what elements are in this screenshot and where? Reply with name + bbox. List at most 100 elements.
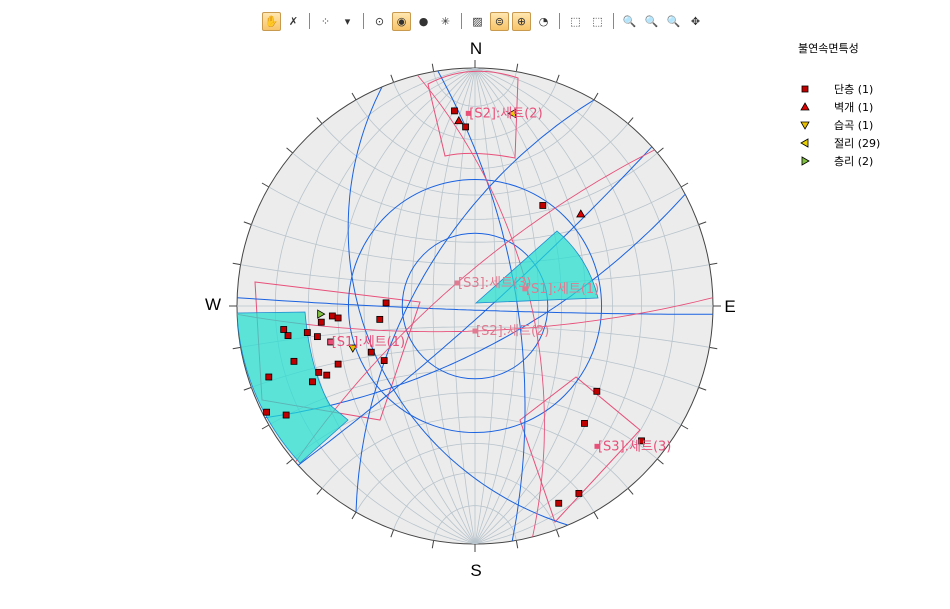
legend-item: 단층 (1) — [798, 80, 880, 98]
point-square[interactable] — [382, 299, 390, 307]
point-square[interactable] — [575, 490, 583, 497]
point-square[interactable] — [315, 368, 323, 376]
set-window-s2 — [427, 70, 519, 159]
point-square[interactable] — [290, 357, 298, 365]
pan-icon: ✥ — [690, 14, 701, 28]
point-square[interactable] — [367, 348, 375, 356]
tick-mark — [656, 458, 664, 465]
point-square[interactable] — [539, 202, 547, 209]
point-square[interactable] — [309, 378, 316, 386]
point-square[interactable] — [334, 360, 342, 368]
net-grid — [237, 68, 713, 544]
dropdown-arrow-icon: ▾ — [344, 14, 351, 28]
planes-tool-button[interactable]: ▨ — [468, 12, 487, 31]
point-triangle-left[interactable] — [800, 138, 809, 148]
tick-mark — [627, 487, 634, 495]
tick-mark — [232, 346, 241, 350]
point-triangle-right[interactable] — [801, 156, 810, 166]
tick-mark — [680, 182, 689, 188]
poles-plot-button[interactable]: ⊙ — [370, 12, 389, 31]
plane-great-circle — [264, 193, 686, 419]
zoom-in-button[interactable]: 🔍 — [642, 12, 661, 31]
poles-plot-icon: ⊙ — [374, 14, 385, 28]
set-label: [S1]:세트(1) — [526, 282, 599, 297]
set-pole-marker — [465, 110, 471, 116]
point-triangle-up[interactable] — [454, 115, 464, 125]
zoom-out-button[interactable]: 🔍 — [664, 12, 683, 31]
point-select-tool-button[interactable]: ⁘ — [316, 12, 335, 31]
kinematic-tool-button[interactable]: ◔ — [534, 12, 553, 31]
point-triangle-up[interactable] — [576, 209, 586, 218]
friction-cone — [347, 178, 603, 434]
point-square[interactable] — [265, 373, 273, 381]
point-square[interactable] — [638, 437, 645, 445]
tick-mark — [261, 182, 270, 188]
point-square[interactable] — [314, 333, 321, 341]
friction-cone — [401, 232, 549, 380]
point-triangle-up[interactable] — [800, 102, 810, 111]
kinematic-tool-icon: ◔ — [538, 14, 549, 28]
zoom-in-icon: 🔍 — [644, 14, 659, 28]
legend-label: 벽개 (1) — [834, 101, 874, 114]
perimeter-ticks — [229, 60, 721, 552]
crosshair-net-button[interactable]: ⊕ — [512, 11, 531, 31]
tick-mark — [316, 117, 323, 125]
label-select-button[interactable]: ⬚ — [566, 12, 585, 31]
tick-mark — [656, 147, 664, 154]
tick-mark — [390, 529, 395, 538]
triangle-down-marker-icon — [798, 120, 812, 130]
triangle-right-marker-icon — [798, 156, 812, 166]
tick-mark — [390, 74, 395, 83]
point-square[interactable] — [303, 329, 311, 336]
point-square[interactable] — [280, 326, 288, 333]
symbol-plot-button[interactable]: ◉ — [392, 11, 411, 31]
select-tool-button[interactable]: ✋ — [262, 11, 281, 31]
point-square[interactable] — [380, 357, 388, 364]
point-square[interactable] — [451, 107, 458, 115]
deselect-tool-button[interactable]: ✗ — [284, 12, 303, 31]
point-square[interactable] — [593, 387, 601, 395]
point-triangle-down[interactable] — [800, 121, 810, 130]
grid-parallel — [355, 99, 595, 170]
toolbar-separator — [613, 13, 614, 29]
grid-parallel — [355, 442, 595, 513]
grid-net-button[interactable]: ⊜ — [490, 11, 509, 31]
contour-plot-button[interactable]: ● — [414, 12, 433, 31]
point-square[interactable] — [282, 411, 290, 419]
tick-mark — [351, 511, 357, 520]
point-square[interactable] — [284, 332, 292, 340]
point-square[interactable] — [328, 312, 336, 320]
legend-title: 불연속면특성 — [798, 42, 859, 55]
point-square[interactable] — [376, 315, 384, 323]
tick-mark — [243, 386, 252, 391]
tick-mark — [232, 262, 241, 266]
grid-parallel — [268, 186, 682, 243]
point-square[interactable] — [317, 318, 325, 326]
grid-parallel — [433, 71, 517, 107]
point-square[interactable] — [263, 408, 271, 416]
zoom-window-button[interactable]: 🔍 — [620, 12, 639, 31]
label-select-icon: ⬚ — [570, 14, 581, 28]
point-triangle-right[interactable] — [317, 309, 326, 319]
pan-button[interactable]: ✥ — [686, 12, 705, 31]
point-square[interactable] — [581, 420, 588, 427]
label-edit-button[interactable]: ⬚ — [588, 12, 607, 31]
point-square[interactable] — [334, 314, 342, 322]
point-square[interactable] — [462, 123, 470, 131]
label-edit-icon: ⬚ — [592, 14, 603, 28]
point-triangle-down[interactable] — [348, 344, 358, 353]
tick-mark — [698, 221, 707, 226]
toolbar-separator — [363, 13, 364, 29]
rose-plot-button[interactable]: ✳ — [436, 12, 455, 31]
plane-great-circle — [355, 99, 595, 513]
point-square[interactable] — [555, 499, 563, 507]
point-triangle-left[interactable] — [507, 108, 516, 119]
point-square[interactable] — [801, 85, 809, 93]
contour-plot-icon: ● — [418, 14, 429, 28]
dropdown-arrow-button[interactable]: ▾ — [338, 12, 357, 31]
point-square[interactable] — [323, 371, 331, 379]
tick-mark — [316, 487, 323, 495]
legend-label: 습곡 (1) — [834, 119, 874, 132]
tick-mark — [243, 221, 252, 226]
